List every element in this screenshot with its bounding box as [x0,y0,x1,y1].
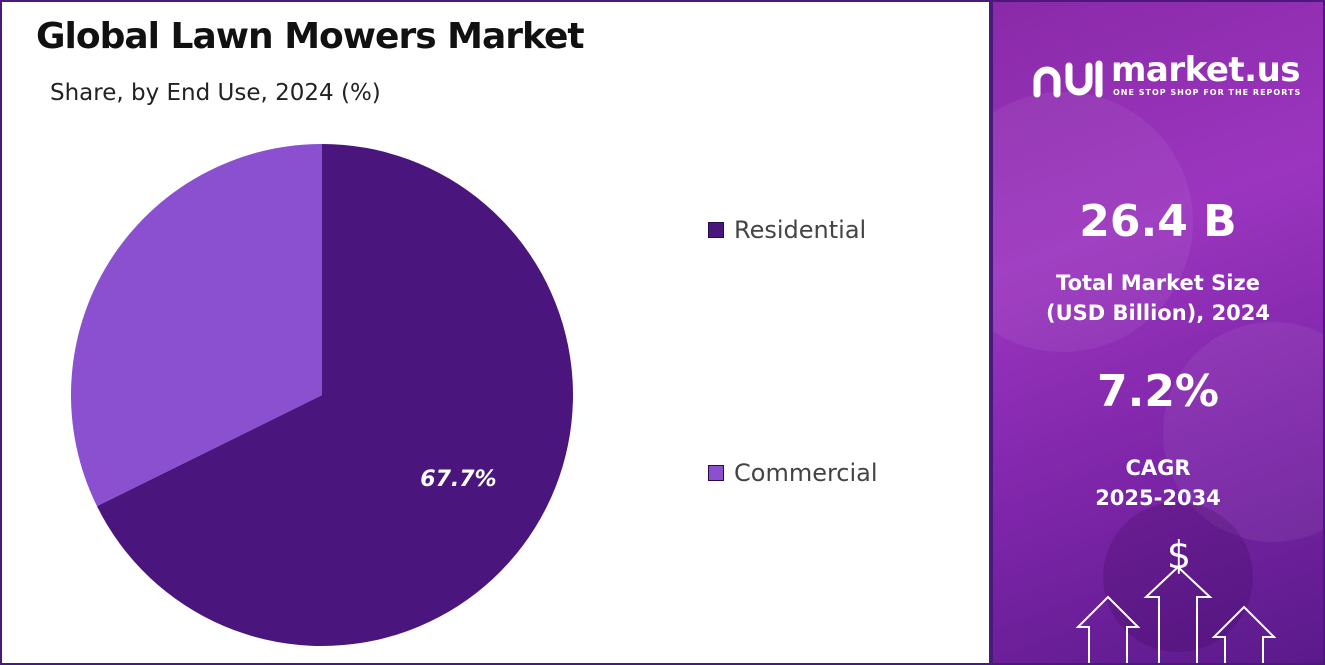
market-size-label-line2: (USD Billion), 2024 [1045,301,1271,325]
brand-name: market.us [1111,50,1301,90]
pie-slice-commercial [70,144,322,507]
legend-label-residential: Residential [734,216,867,244]
cagr-label-line2: 2025-2034 [1095,486,1221,510]
legend-item-residential: Residential [708,216,968,246]
up-arrow-icon [1211,605,1277,663]
market-us-logo-icon [1033,60,1103,98]
pie-slice-residential [96,144,573,646]
chart-title: Global Lawn Mowers Market [36,16,585,57]
legend-label-commercial: Commercial [734,459,878,487]
chart-subtitle: Share, by End Use, 2024 (%) [50,80,381,106]
legend-swatch-residential [708,222,724,238]
dollar-icon: $ [1167,533,1191,577]
market-size-value: 26.4 B [1079,196,1237,247]
pie-data-label-residential: 67.7% [420,467,496,492]
chart-panel: Global Lawn Mowers Market Share, by End … [2,2,989,663]
up-arrow-icon [1075,595,1141,663]
brand-tagline: ONE STOP SHOP FOR THE REPORTS [1113,88,1302,97]
market-size-label-line1: Total Market Size [1056,271,1260,295]
growth-decoration: $ [1075,533,1277,663]
legend-swatch-commercial [708,465,724,481]
cagr-label-line1: CAGR [1125,456,1191,480]
background-decoration [993,92,1193,352]
brand-logo: market.us ONE STOP SHOP FOR THE REPORTS [1033,50,1303,104]
cagr-value: 7.2% [1096,366,1220,417]
summary-sidebar: market.us ONE STOP SHOP FOR THE REPORTS … [993,2,1323,663]
panel-divider [989,2,993,663]
up-arrow-icon [1143,565,1213,663]
pie-chart: 67.7% [70,144,573,646]
legend-item-commercial: Commercial [708,459,968,489]
